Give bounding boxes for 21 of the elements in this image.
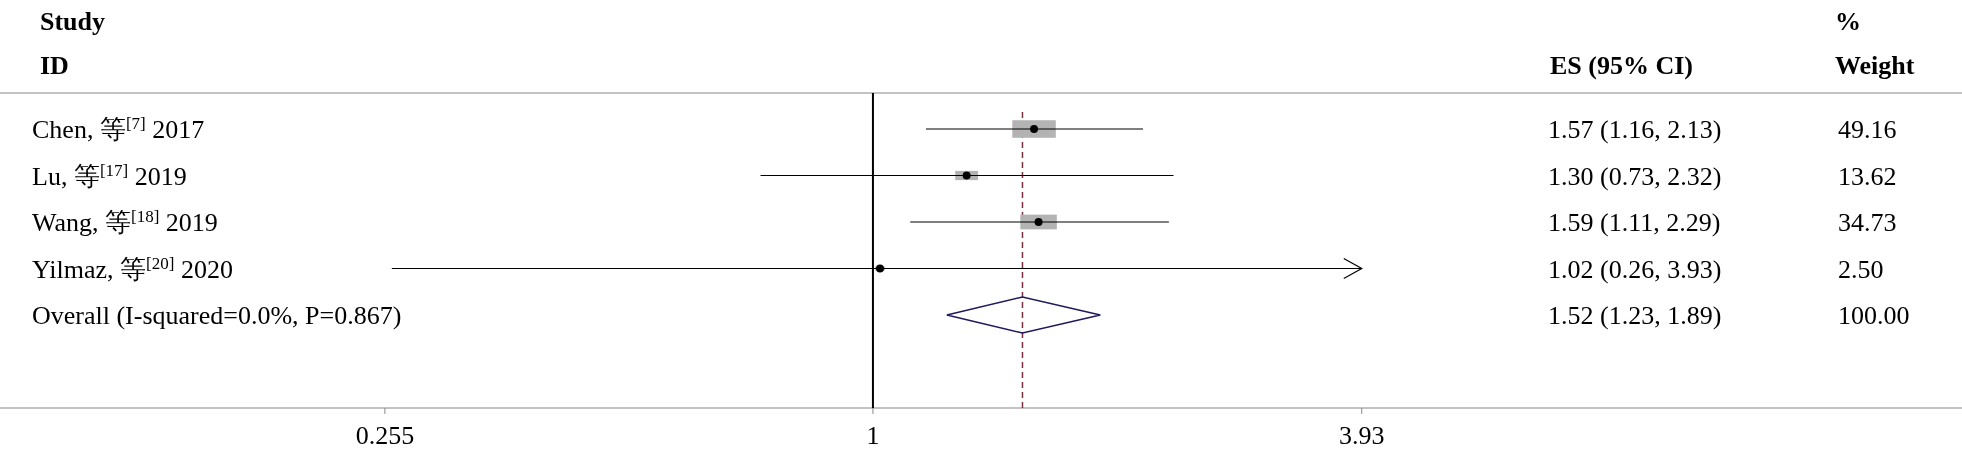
y-tick-label: Wang, 等$^{[18]}$ 2019 [32, 206, 218, 237]
y-tick-label: Yilmaz, 等$^{[20]}$ 2020 [32, 253, 233, 284]
y-tick-label: Chen, 等$^{[7]}$ 2017 [32, 113, 205, 144]
annotation: 1.52 (1.23, 1.89) [1548, 301, 1722, 330]
y-tick-label: Overall (I-squared=0.0%, P=0.867) [32, 301, 402, 330]
annotation: 1.59 (1.11, 2.29) [1548, 208, 1721, 237]
text: Study ID [40, 7, 106, 80]
annotation: 1.30 (0.73, 2.32) [1548, 161, 1722, 191]
annotation: 1.57 (1.16, 2.13) [1548, 115, 1722, 144]
y-tick-label: Lu, 等$^{[17]}$ 2019 [32, 160, 187, 191]
x-tick-label: 0.255 [355, 421, 415, 450]
annotation: 2.50 [1838, 254, 1884, 284]
annotation: 34.73 [1838, 208, 1897, 237]
text: ES (95% CI) [1550, 51, 1694, 80]
text: % Weight [1835, 7, 1915, 80]
annotation: 49.16 [1838, 115, 1897, 144]
annotation: 100.00 [1838, 301, 1910, 330]
x-tick-label: 1 [866, 421, 880, 450]
annotation: 13.62 [1838, 161, 1897, 191]
annotation: 1.02 (0.26, 3.93) [1548, 254, 1722, 284]
x-tick-label: 3.93 [1339, 421, 1385, 450]
